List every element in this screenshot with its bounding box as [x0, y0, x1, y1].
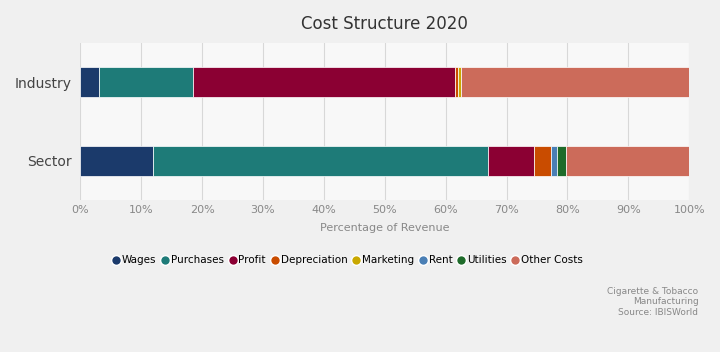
- Bar: [557, 146, 566, 176]
- Legend: Wages, Purchases, Profit, Depreciation, Marketing, Rent, Utilities, Other Costs: Wages, Purchases, Profit, Depreciation, …: [114, 255, 583, 265]
- Bar: [566, 146, 689, 176]
- Bar: [488, 146, 534, 176]
- Bar: [193, 67, 455, 97]
- Text: Cigarette & Tobacco
Manufacturing
Source: IBISWorld: Cigarette & Tobacco Manufacturing Source…: [607, 287, 698, 317]
- Bar: [99, 67, 193, 97]
- Bar: [81, 146, 153, 176]
- Title: Cost Structure 2020: Cost Structure 2020: [302, 15, 468, 33]
- Bar: [455, 67, 459, 97]
- Bar: [462, 67, 689, 97]
- Bar: [459, 67, 462, 97]
- Bar: [551, 146, 557, 176]
- Bar: [81, 67, 99, 97]
- Bar: [534, 146, 551, 176]
- X-axis label: Percentage of Revenue: Percentage of Revenue: [320, 223, 449, 233]
- Bar: [153, 146, 488, 176]
